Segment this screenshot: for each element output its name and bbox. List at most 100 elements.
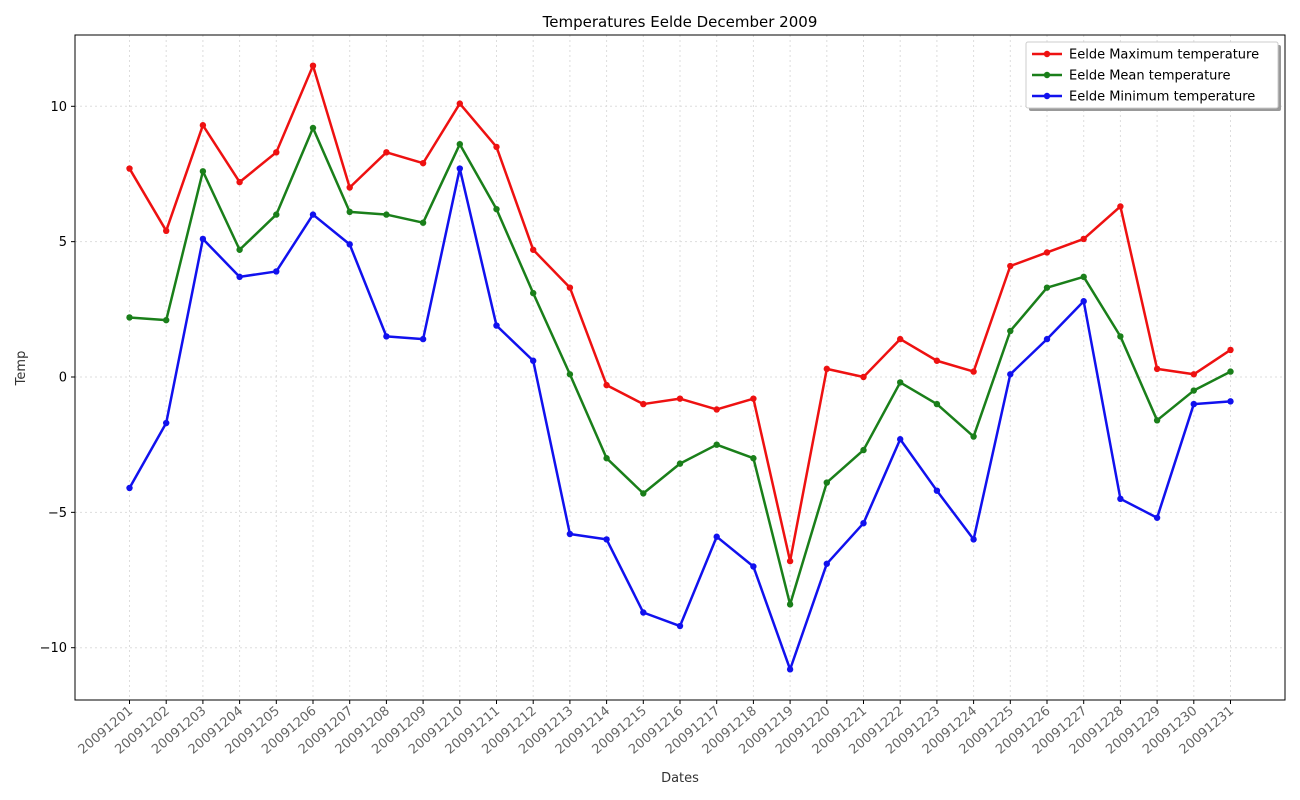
legend: Eelde Maximum temperature Eelde Mean temp… bbox=[1025, 41, 1281, 111]
y-axis-label: Temp bbox=[14, 351, 29, 387]
data-point bbox=[456, 165, 463, 172]
data-point bbox=[530, 357, 537, 364]
series-group bbox=[126, 62, 1234, 673]
data-point bbox=[530, 289, 537, 297]
data-point bbox=[1227, 368, 1234, 375]
data-point bbox=[566, 284, 574, 291]
data-point bbox=[823, 560, 830, 567]
data-point bbox=[493, 322, 500, 329]
data-point bbox=[1117, 495, 1124, 503]
data-point bbox=[1043, 335, 1051, 343]
data-point bbox=[1227, 398, 1234, 405]
legend-label: Eelde Minimum temperature bbox=[1069, 90, 1255, 105]
series-1 bbox=[126, 124, 1234, 608]
y-tick-label: 10 bbox=[50, 100, 67, 115]
legend-marker bbox=[1043, 92, 1051, 100]
data-point bbox=[1007, 327, 1014, 335]
data-point bbox=[933, 487, 941, 494]
data-point bbox=[1153, 417, 1161, 424]
data-point bbox=[493, 205, 500, 213]
data-point bbox=[713, 406, 720, 413]
data-point bbox=[713, 533, 720, 540]
data-point bbox=[676, 460, 684, 467]
data-point bbox=[1080, 235, 1087, 243]
legend-label: Eelde Mean temperature bbox=[1069, 69, 1230, 84]
legend-marker bbox=[1043, 50, 1051, 58]
data-point bbox=[750, 563, 757, 570]
y-tick-label: 0 bbox=[59, 371, 67, 386]
data-point bbox=[566, 371, 574, 378]
data-point bbox=[970, 368, 977, 375]
data-point bbox=[309, 124, 317, 132]
data-point bbox=[1153, 514, 1161, 521]
data-point bbox=[676, 622, 684, 630]
data-point bbox=[603, 455, 610, 462]
data-point bbox=[676, 395, 684, 402]
data-point bbox=[897, 335, 904, 343]
data-point bbox=[199, 168, 207, 175]
data-point bbox=[860, 373, 867, 381]
data-point bbox=[897, 379, 904, 386]
data-point bbox=[933, 400, 941, 408]
data-point bbox=[456, 140, 463, 148]
data-point bbox=[786, 557, 794, 565]
data-point bbox=[236, 178, 243, 186]
data-point bbox=[530, 246, 537, 253]
data-point bbox=[273, 268, 280, 275]
data-point bbox=[1043, 284, 1051, 291]
data-point bbox=[1080, 298, 1087, 305]
data-point bbox=[750, 395, 757, 402]
y-tick-label: 5 bbox=[59, 235, 67, 250]
data-point bbox=[1227, 346, 1234, 354]
x-axis-label: Dates bbox=[661, 771, 699, 786]
data-point bbox=[897, 436, 904, 443]
data-point bbox=[1007, 371, 1014, 378]
data-point bbox=[786, 666, 794, 673]
data-point bbox=[199, 122, 207, 129]
data-point bbox=[786, 601, 794, 608]
data-point bbox=[823, 479, 830, 486]
data-point bbox=[309, 62, 317, 69]
data-point bbox=[126, 314, 133, 321]
data-point bbox=[823, 365, 830, 373]
legend-item: Eelde Mean temperature bbox=[1032, 69, 1230, 84]
data-point bbox=[383, 333, 390, 340]
data-point bbox=[419, 219, 427, 226]
data-point bbox=[346, 208, 353, 216]
data-point bbox=[933, 357, 941, 364]
data-point bbox=[1190, 400, 1198, 408]
data-point bbox=[199, 235, 207, 243]
chart-title: Temperatures Eelde December 2009 bbox=[542, 13, 818, 31]
data-point bbox=[163, 316, 170, 324]
data-point bbox=[1190, 387, 1198, 394]
legend-item: Eelde Minimum temperature bbox=[1032, 90, 1255, 105]
x-axis: 2009120120091202200912032009120420091205… bbox=[76, 700, 1237, 758]
legend-label: Eelde Maximum temperature bbox=[1069, 48, 1259, 63]
legend-item: Eelde Maximum temperature bbox=[1032, 48, 1259, 63]
grid bbox=[75, 35, 1285, 700]
data-point bbox=[236, 273, 243, 281]
data-point bbox=[1117, 333, 1124, 340]
y-axis: −10 −5 0 5 10 bbox=[40, 100, 75, 656]
y-tick-label: −10 bbox=[40, 641, 67, 656]
data-point bbox=[346, 241, 353, 248]
data-point bbox=[970, 536, 977, 543]
data-point bbox=[860, 446, 867, 454]
series-0 bbox=[126, 62, 1234, 565]
y-tick-label: −5 bbox=[48, 506, 67, 521]
data-point bbox=[309, 211, 317, 218]
data-point bbox=[346, 184, 353, 191]
data-point bbox=[1043, 249, 1051, 256]
data-point bbox=[713, 441, 720, 448]
data-point bbox=[493, 143, 500, 151]
data-point bbox=[970, 433, 977, 440]
data-point bbox=[383, 211, 390, 218]
data-point bbox=[1153, 365, 1161, 373]
data-point bbox=[1117, 203, 1124, 210]
data-point bbox=[456, 100, 463, 107]
series-line bbox=[128, 167, 1231, 671]
data-point bbox=[419, 335, 427, 343]
data-point bbox=[419, 159, 427, 167]
data-point bbox=[126, 165, 133, 172]
data-point bbox=[750, 455, 757, 462]
